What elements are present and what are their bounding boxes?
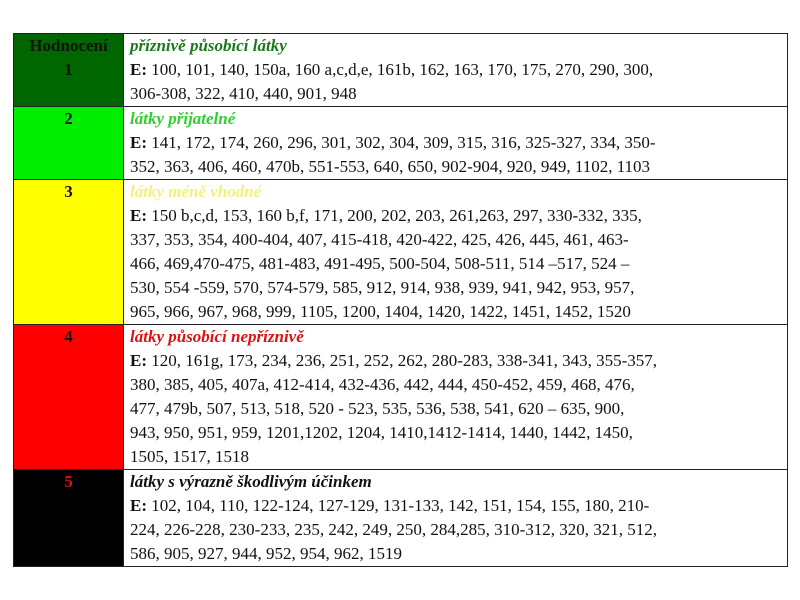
rating-row: Hodnocení 1 příznivě působící látky E: 100,… — [13, 33, 788, 107]
codes-text: 965, 966, 967, 968, 999, 1105, 1200, 140… — [130, 302, 631, 321]
codes-text: 306-308, 322, 410, 440, 901, 948 — [130, 84, 357, 103]
additive-codes-line: 466, 469,470-475, 481-483, 491-495, 500-… — [130, 252, 787, 276]
additive-codes-line: 337, 353, 354, 400-404, 407, 415-418, 42… — [130, 228, 787, 252]
content-cell: látky působící nepříznivě E: 120, 161g, 1… — [123, 324, 788, 470]
codes-text: 380, 385, 405, 407a, 412-414, 432-436, 4… — [130, 375, 635, 394]
e-prefix: E: — [130, 351, 147, 370]
rating-cell: Hodnocení 1 — [13, 33, 124, 107]
rating-row: 4 látky působící nepříznivě E: 120, 161g, … — [13, 324, 788, 470]
codes-text: 586, 905, 927, 944, 952, 954, 962, 1519 — [130, 544, 402, 563]
codes-text: 352, 363, 406, 460, 470b, 551-553, 640, … — [130, 157, 651, 176]
additive-codes-line: 352, 363, 406, 460, 470b, 551-553, 640, … — [130, 155, 787, 179]
rating-value: 2 — [64, 109, 73, 128]
category-title: látky s výrazně škodlivým účinkem — [130, 472, 372, 491]
e-prefix: E: — [130, 206, 147, 225]
content-cell: příznivě působící látky E: 100, 101, 140,… — [123, 33, 788, 107]
additive-codes-line: 530, 554 -559, 570, 574-579, 585, 912, 9… — [130, 276, 787, 300]
additive-codes-line: 380, 385, 405, 407a, 412-414, 432-436, 4… — [130, 373, 787, 397]
additive-codes-line: 477, 479b, 507, 513, 518, 520 - 523, 535… — [130, 397, 787, 421]
e-prefix: E: — [130, 60, 147, 79]
rating-cell: 3 — [13, 179, 124, 325]
content-cell: látky s výrazně škodlivým účinkem E: 102,… — [123, 469, 788, 567]
rating-value: 5 — [64, 472, 73, 491]
additive-codes-line: 965, 966, 967, 968, 999, 1105, 1200, 140… — [130, 300, 787, 324]
codes-text: 477, 479b, 507, 513, 518, 520 - 523, 535… — [130, 399, 625, 418]
codes-text: 141, 172, 174, 260, 296, 301, 302, 304, … — [147, 133, 656, 152]
additive-codes-line: 943, 950, 951, 959, 1201,1202, 1204, 141… — [130, 421, 787, 445]
e-prefix: E: — [130, 496, 147, 515]
category-title: látky méně vhodné — [130, 182, 262, 201]
content-cell: látky přijatelné E: 141, 172, 174, 260, 2… — [123, 106, 788, 180]
codes-text: 1505, 1517, 1518 — [130, 447, 249, 466]
category-title: příznivě působící látky — [130, 36, 287, 55]
rating-value: 1 — [64, 60, 73, 79]
codes-text: 224, 226-228, 230-233, 235, 242, 249, 25… — [130, 520, 657, 539]
rating-value: 3 — [64, 182, 73, 201]
content-cell: látky méně vhodné E: 150 b,c,d, 153, 160 … — [123, 179, 788, 325]
rating-table: Hodnocení 1 příznivě působící látky E: 100,… — [13, 33, 788, 567]
category-title: látky působící nepříznivě — [130, 327, 304, 346]
rating-cell: 5 — [13, 469, 124, 567]
additive-codes-line: E: 141, 172, 174, 260, 296, 301, 302, 30… — [130, 131, 787, 155]
codes-text: 102, 104, 110, 122-124, 127-129, 131-133… — [147, 496, 650, 515]
additive-codes-line: E: 102, 104, 110, 122-124, 127-129, 131-… — [130, 494, 787, 518]
rating-cell: 2 — [13, 106, 124, 180]
codes-text: 120, 161g, 173, 234, 236, 251, 252, 262,… — [147, 351, 657, 370]
rating-cell: 4 — [13, 324, 124, 470]
codes-text: 530, 554 -559, 570, 574-579, 585, 912, 9… — [130, 278, 635, 297]
additive-codes-line: E: 150 b,c,d, 153, 160 b,f, 171, 200, 20… — [130, 204, 787, 228]
codes-text: 943, 950, 951, 959, 1201,1202, 1204, 141… — [130, 423, 633, 442]
codes-text: 150 b,c,d, 153, 160 b,f, 171, 200, 202, … — [147, 206, 642, 225]
additive-codes-line: E: 100, 101, 140, 150a, 160 a,c,d,e, 161… — [130, 58, 787, 82]
e-prefix: E: — [130, 133, 147, 152]
additive-codes-line: 224, 226-228, 230-233, 235, 242, 249, 25… — [130, 518, 787, 542]
additive-codes-line: E: 120, 161g, 173, 234, 236, 251, 252, 2… — [130, 349, 787, 373]
header-label: Hodnocení — [29, 36, 108, 55]
rating-row: 5 látky s výrazně škodlivým účinkem E: 102… — [13, 469, 788, 567]
additive-codes-line: 1505, 1517, 1518 — [130, 445, 787, 469]
codes-text: 466, 469,470-475, 481-483, 491-495, 500-… — [130, 254, 630, 273]
additive-codes-line: 586, 905, 927, 944, 952, 954, 962, 1519 — [130, 542, 787, 566]
codes-text: 337, 353, 354, 400-404, 407, 415-418, 42… — [130, 230, 629, 249]
codes-text: 100, 101, 140, 150a, 160 a,c,d,e, 161b, … — [147, 60, 654, 79]
rating-row: 3 látky méně vhodné E: 150 b,c,d, 153, 160… — [13, 179, 788, 325]
additive-codes-line: 306-308, 322, 410, 440, 901, 948 — [130, 82, 787, 106]
rating-row: 2 látky přijatelné E: 141, 172, 174, 260, … — [13, 106, 788, 180]
category-title: látky přijatelné — [130, 109, 236, 128]
rating-value: 4 — [64, 327, 73, 346]
